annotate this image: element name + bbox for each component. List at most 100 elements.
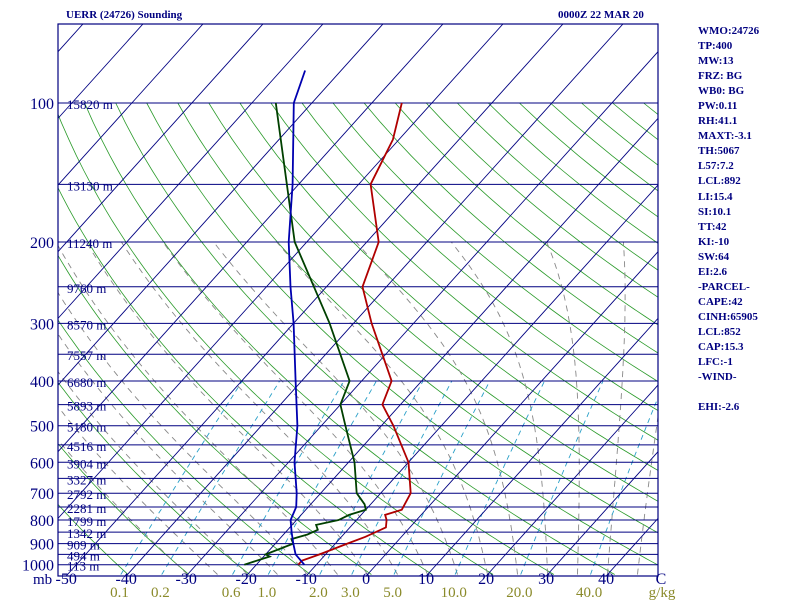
sounding-time: 0000Z 22 MAR 20 [558, 9, 644, 21]
temperature-tick-label: 40 [598, 571, 614, 588]
index-item: L57:7.2 [698, 160, 734, 173]
parcel-trace [287, 70, 306, 566]
height-label: 3327 m [67, 472, 106, 487]
isotherm [305, 184, 658, 576]
pressure-tick-label: 900 [30, 537, 54, 554]
index-item: TT:42 [698, 220, 727, 233]
moist-adiabat [450, 241, 548, 575]
pressure-tick-label: 300 [30, 316, 54, 333]
height-label: 13130 m [67, 178, 113, 193]
height-label: 2792 m [67, 487, 106, 502]
mixing-ratio-label: 3.0 [341, 585, 360, 600]
index-item: -WIND- [698, 371, 737, 384]
index-item: CAPE:42 [698, 295, 743, 308]
dry-adiabat [58, 443, 190, 575]
pressure-tick-label: 700 [30, 486, 54, 503]
mixing-ratio-label: 10.0 [441, 585, 467, 600]
index-item: LI:15.4 [698, 190, 733, 203]
dry-adiabat [239, 102, 658, 471]
moist-adiabat [85, 241, 368, 575]
station-title: UERR (24726) Sounding [66, 9, 183, 21]
y-axis-unit-label: mb [33, 572, 52, 588]
temperature-tick-label: 0 [362, 571, 370, 588]
mixing-ratio-line [351, 380, 453, 575]
dry-adiabat [58, 186, 433, 575]
isotherm [58, 24, 324, 320]
indices-panel: WMO:24726 TP:400 MW:13 FRZ: BG WB0: BG PW:0.1… [698, 24, 759, 415]
dry-adiabat [332, 102, 658, 383]
index-item: LCL:852 [698, 325, 741, 338]
moist-adiabat [607, 241, 626, 575]
temperature-tick-label: -40 [115, 571, 136, 588]
mixing-ratio-label: 0.1 [110, 585, 129, 600]
pressure-tick-label: 500 [30, 419, 54, 436]
dry-adiabat [58, 113, 494, 575]
isotherm [58, 24, 204, 186]
pressure-tick-label: 600 [30, 455, 54, 472]
dry-adiabat [301, 102, 658, 412]
mixing-ratio-label: 0.2 [151, 585, 170, 600]
index-item [698, 385, 759, 400]
height-label: 1799 m [67, 514, 106, 529]
temperature-tick-label: -30 [175, 571, 196, 588]
index-item: FRZ: BG [698, 70, 743, 83]
isotherm [0, 24, 23, 576]
chart-traces [244, 70, 412, 566]
index-item: WB0: BG [698, 85, 745, 98]
index-item: MW:13 [698, 55, 734, 68]
index-item: LCL:892 [698, 175, 741, 188]
isotherm [58, 24, 264, 253]
isotherm [545, 451, 658, 576]
dry-adiabat [550, 102, 658, 192]
height-label: 494 m [67, 548, 100, 563]
moist-adiabat [213, 241, 458, 575]
dry-adiabat [270, 102, 658, 441]
moist-adiabat [58, 405, 218, 575]
isotherm [58, 24, 144, 120]
mixing-ratio-label: 0.6 [222, 585, 241, 600]
height-label: 3904 m [67, 456, 106, 471]
index-item: -PARCEL- [698, 280, 750, 293]
moist-adiabat [58, 244, 338, 575]
isotherm [65, 24, 564, 576]
mixing-ratio-line [120, 380, 243, 575]
dry-adiabat [146, 102, 658, 566]
index-item: RH:41.1 [698, 115, 738, 128]
pressure-tick-label: 400 [30, 374, 54, 391]
mixing-ratio-label: 1.0 [257, 585, 276, 600]
dry-adiabat [58, 503, 129, 575]
index-item: TP:400 [698, 40, 733, 53]
isotherm [125, 24, 624, 576]
dry-adiabat [363, 102, 658, 354]
pressure-tick-label: 100 [30, 96, 54, 113]
height-label: 8570 m [67, 317, 106, 332]
mixing-ratio-unit-label: g/kg [649, 585, 676, 600]
isotherm [185, 51, 658, 576]
mixing-ratio-line [393, 380, 491, 575]
index-item: LFC:-1 [698, 356, 733, 369]
moist-adiabat [58, 333, 278, 575]
height-label: 909 m [67, 538, 100, 553]
isotherm [58, 24, 444, 453]
index-item: WMO:24726 [698, 25, 760, 37]
temperature-tick-label: 10 [418, 571, 434, 588]
temperature-tick-label: -10 [295, 571, 316, 588]
dry-adiabat [177, 102, 658, 534]
temperature-unit-label: C [656, 571, 667, 588]
mixing-ratio-label: 2.0 [309, 585, 328, 600]
mixing-ratio-line [319, 380, 424, 575]
index-item: PW:0.11 [698, 100, 738, 113]
dry-adiabat [58, 381, 250, 575]
temperature-tick-label: -20 [235, 571, 256, 588]
moist-adiabat [546, 241, 580, 575]
height-label: 7557 m [67, 348, 106, 363]
moist-adiabat [58, 291, 308, 575]
dewpoint-trace [244, 102, 367, 566]
moist-adiabat [637, 413, 658, 575]
isotherm [245, 117, 658, 576]
dry-adiabat [58, 254, 372, 575]
mixing-ratio-line [267, 380, 377, 575]
isotherm [58, 24, 384, 386]
mixing-ratio-label: 5.0 [383, 585, 402, 600]
